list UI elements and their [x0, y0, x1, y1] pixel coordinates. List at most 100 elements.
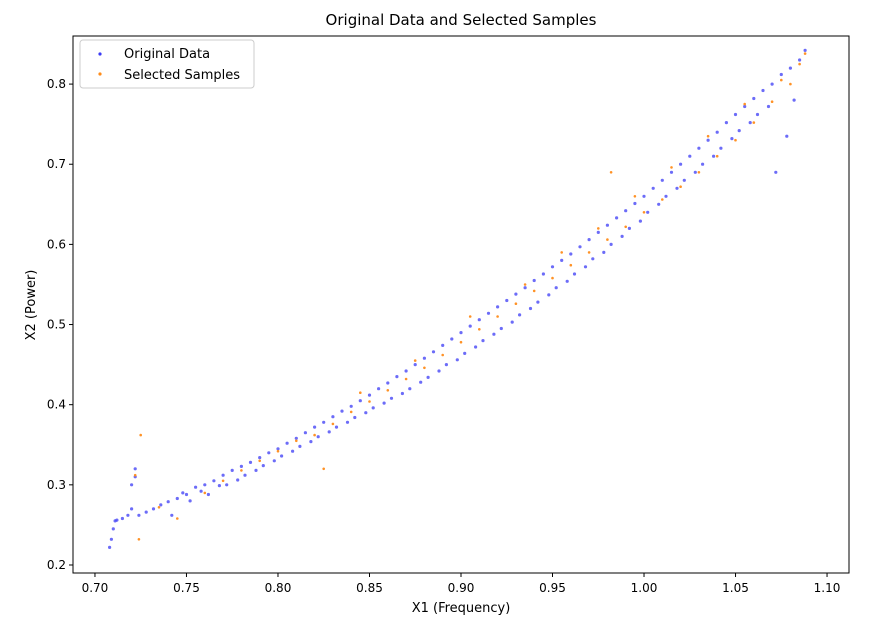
original-data-point — [719, 146, 723, 150]
original-data-point — [642, 194, 646, 198]
original-data-point — [327, 430, 331, 434]
original-data-point — [505, 298, 509, 303]
x-axis-ticks: 0.70 0.75 0.80 0.85 0.90 0.95 1.00 1.05 1.10 — [82, 573, 841, 595]
original-data-point — [239, 464, 243, 468]
original-data-point — [450, 337, 454, 341]
original-data-point — [477, 318, 481, 322]
original-data-point — [798, 58, 802, 62]
original-data-point — [682, 178, 686, 182]
original-data-point — [572, 272, 577, 276]
legend: Original Data Selected Samples — [79, 39, 255, 89]
original-data-point — [532, 278, 536, 283]
original-data-point — [151, 507, 156, 511]
selected-sample-point — [624, 225, 627, 229]
x-tick-label: 0.70 — [82, 581, 109, 595]
original-data-point — [730, 137, 734, 141]
original-data-point — [199, 489, 203, 493]
original-data-point — [743, 104, 747, 109]
original-data-point — [455, 358, 459, 362]
original-data-point — [194, 485, 198, 489]
original-data-point — [496, 305, 500, 309]
original-data-point — [587, 238, 591, 242]
original-data-point — [400, 391, 404, 396]
original-data-point — [408, 387, 412, 391]
original-data-point — [345, 420, 350, 424]
original-data-point — [468, 324, 472, 328]
y-tick-label: 0.5 — [47, 318, 66, 332]
selected-sample-point — [478, 328, 481, 331]
original-data-point — [184, 492, 189, 497]
original-data-point — [188, 499, 192, 503]
selected-sample-point — [276, 449, 280, 453]
original-data-point — [309, 440, 313, 444]
selected-sample-point — [331, 422, 335, 426]
selected-sample-point — [176, 517, 179, 520]
original-data-point — [792, 98, 796, 102]
original-data-point — [413, 363, 417, 367]
selected-sample-point — [368, 400, 371, 403]
series-original-data — [108, 48, 807, 550]
original-data-point — [583, 265, 588, 269]
x-tick-label: 1.10 — [814, 581, 841, 595]
original-data-point — [528, 306, 533, 311]
selected-sample-point — [221, 479, 225, 483]
y-tick-label: 0.6 — [47, 237, 66, 251]
original-data-point — [225, 483, 229, 487]
original-data-point — [748, 121, 752, 125]
original-data-point — [560, 258, 564, 262]
original-data-point — [536, 300, 540, 304]
selected-sample-point — [606, 238, 609, 241]
original-data-point — [272, 459, 276, 463]
original-data-point — [395, 375, 399, 379]
original-data-point — [236, 478, 240, 482]
selected-sample-point — [386, 389, 390, 392]
selected-sample-point — [642, 211, 646, 214]
original-data-point — [679, 162, 683, 166]
original-data-point — [130, 483, 134, 487]
original-data-point — [444, 363, 448, 367]
original-data-point — [120, 516, 124, 521]
original-data-point — [313, 425, 317, 429]
y-axis-label: X2 (Power) — [24, 270, 39, 341]
data-points — [108, 48, 807, 550]
series-selected-samples — [133, 52, 807, 541]
original-data-point — [779, 72, 783, 77]
original-data-point — [280, 454, 284, 458]
original-data-point — [688, 154, 692, 158]
original-data-point — [431, 350, 436, 354]
original-data-point — [109, 537, 113, 541]
selected-sample-point — [715, 154, 719, 158]
x-axis-label: X1 (Frequency) — [412, 601, 511, 616]
original-data-point — [660, 178, 664, 182]
original-data-point — [609, 242, 613, 246]
original-data-point — [133, 467, 137, 471]
original-data-point — [755, 112, 760, 117]
original-data-point — [657, 202, 661, 206]
original-data-point — [389, 396, 394, 400]
original-data-point — [615, 216, 619, 220]
selected-sample-point — [313, 433, 316, 437]
selected-sample-point — [734, 138, 737, 142]
selected-sample-point — [468, 315, 472, 318]
selected-sample-point — [157, 506, 161, 509]
original-data-point — [364, 411, 368, 415]
original-data-point — [159, 503, 163, 507]
selected-sample-point — [780, 78, 783, 82]
original-data-point — [752, 96, 756, 101]
y-axis-ticks: 0.2 0.3 0.4 0.5 0.6 0.7 0.8 — [47, 77, 73, 572]
original-data-point — [441, 343, 445, 347]
original-data-point — [422, 356, 426, 360]
original-data-point — [404, 369, 408, 373]
original-data-point — [298, 444, 302, 448]
original-data-point — [638, 219, 643, 223]
original-data-point — [175, 496, 179, 501]
selected-sample-point — [798, 62, 801, 66]
legend-label-original: Original Data — [124, 47, 210, 62]
selected-sample-point — [633, 195, 637, 198]
original-data-point — [294, 436, 298, 440]
original-data-point — [733, 112, 738, 117]
legend-box — [79, 39, 255, 89]
original-data-point — [130, 507, 134, 511]
legend-marker-selected — [98, 72, 102, 76]
